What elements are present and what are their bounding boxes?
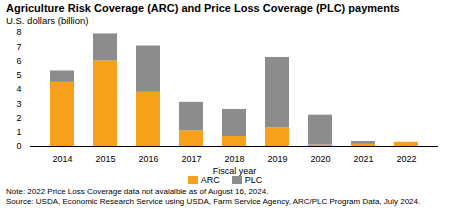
svg-text:2: 2	[16, 113, 21, 123]
svg-text:2016: 2016	[138, 154, 158, 164]
svg-text:0: 0	[16, 141, 21, 151]
svg-text:3: 3	[16, 99, 21, 109]
html-text:Note: 2022 Price Loss Coverage: Note: 2022 Price Loss Coverage data not …	[6, 187, 269, 196]
svg-text:2018: 2018	[224, 154, 244, 164]
html-text:U.S. dollars (billion): U.S. dollars (billion)	[6, 15, 89, 26]
svg-text:6: 6	[16, 56, 21, 66]
svg-text:2014: 2014	[52, 154, 72, 164]
svg-text:2022: 2022	[396, 154, 416, 164]
html-text:Agriculture Risk Coverage (ARC: Agriculture Risk Coverage (ARC) and Pric…	[6, 2, 400, 14]
html-text:PLC: PLC	[244, 175, 263, 185]
svg-text:2015: 2015	[95, 154, 115, 164]
svg-text:2019: 2019	[267, 154, 287, 164]
svg-text:2021: 2021	[353, 154, 373, 164]
svg-text:8: 8	[16, 27, 21, 37]
svg-text:Fiscal year: Fiscal year	[213, 166, 257, 176]
svg-text:4: 4	[16, 84, 21, 94]
html-text:Source: USDA, Economic Researc: Source: USDA, Economic Research Service …	[6, 197, 421, 206]
svg-text:1: 1	[16, 127, 21, 137]
svg-text:7: 7	[16, 42, 21, 52]
svg-text:5: 5	[16, 70, 21, 80]
svg-text:2020: 2020	[310, 154, 330, 164]
html-text:ARC: ARC	[200, 175, 220, 185]
svg-text:2017: 2017	[181, 154, 201, 164]
